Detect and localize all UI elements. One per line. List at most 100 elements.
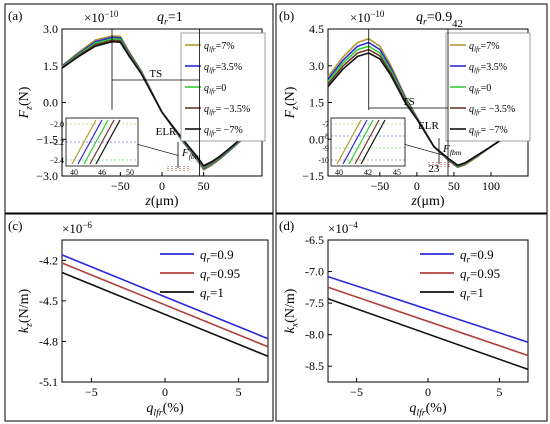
inset-y-tick-label: -8 bbox=[322, 132, 329, 141]
y-tick-label: 0.0 bbox=[309, 132, 324, 146]
y-tick-label: 3.0 bbox=[309, 59, 324, 73]
callout-bottom: 23 bbox=[428, 163, 440, 175]
y-tick-label: -8.0 bbox=[305, 328, 324, 342]
series-line bbox=[61, 271, 269, 358]
inset-y-tick-label: -10 bbox=[318, 156, 329, 165]
x-tick-label: −50 bbox=[111, 179, 130, 193]
legend-entry: qlfr=3.5% bbox=[204, 62, 242, 75]
legend-entry: qlfr=0 bbox=[469, 83, 491, 96]
y-tick-label: -8.5 bbox=[305, 359, 324, 373]
legend-entry: qr=1 bbox=[200, 285, 224, 302]
exponent-label: ×10−4 bbox=[328, 220, 358, 236]
panel-label: (d) bbox=[279, 218, 294, 233]
exponent-label: ×10−10 bbox=[350, 9, 385, 25]
inset-x-tick-label: 40 bbox=[335, 168, 343, 177]
x-tick-label: 5 bbox=[236, 385, 242, 399]
panel-a: −50 0 50 −3.0 −1.5 0.0 1.5 3.0 (a) ×10−10 qr=1 z(μm… bbox=[4, 3, 274, 214]
elr-label: ELR bbox=[156, 126, 177, 138]
exponent-label: ×10−6 bbox=[62, 220, 92, 236]
x-axis-label: z(μm) bbox=[144, 194, 179, 209]
panel-label: (c) bbox=[8, 218, 22, 233]
inset-pointer bbox=[137, 144, 179, 156]
inset-y-tick-label: −2.2 bbox=[49, 138, 64, 147]
inset-curve bbox=[342, 119, 368, 165]
panel-title: qr=0.9 bbox=[416, 10, 452, 28]
fbm-label: Ffbm bbox=[442, 143, 462, 157]
x-tick-label: −5 bbox=[85, 385, 98, 399]
inset-x-tick-label: 46 bbox=[98, 168, 106, 177]
y-axis-label: kx(N/m) bbox=[283, 288, 301, 333]
ts-label: TS bbox=[149, 68, 162, 80]
y-tick-label: -6.5 bbox=[305, 233, 324, 247]
y-tick-label: -7.0 bbox=[305, 265, 324, 279]
legend-entry: qlfr=7% bbox=[204, 41, 235, 54]
series-line bbox=[327, 275, 529, 343]
x-tick-label: 0 bbox=[162, 385, 168, 399]
x-tick-label: 0 bbox=[159, 179, 165, 193]
legend-entry: qlfr= −7% bbox=[469, 125, 508, 138]
inset: 40 42 45 -7 -8 -9 -10 bbox=[318, 117, 445, 177]
inset-y-tick-label: −2.4 bbox=[49, 156, 64, 165]
x-axis-label: z(μm) bbox=[410, 194, 445, 209]
inset-curve bbox=[71, 119, 97, 165]
panel-label: (b) bbox=[279, 8, 294, 23]
legend-entry: qlfr= −3.5% bbox=[469, 104, 515, 117]
y-tick-label: -4.2 bbox=[39, 253, 58, 267]
x-axis-label: qlfr(%) bbox=[409, 401, 447, 419]
panel-label: (a) bbox=[8, 8, 22, 23]
legend-entry: qr=0.95 bbox=[460, 266, 500, 283]
inset-curve bbox=[83, 119, 109, 165]
plot-frame bbox=[61, 239, 269, 383]
legend-entry: qr=0.9 bbox=[200, 247, 234, 264]
x-tick-label: 0 bbox=[425, 385, 431, 399]
y-tick-label: 3.0 bbox=[43, 22, 58, 36]
x-tick-label: 100 bbox=[482, 179, 500, 193]
x-tick-label: −50 bbox=[370, 179, 389, 193]
legend-entry: qlfr=0 bbox=[204, 83, 226, 96]
inset-pointer bbox=[404, 144, 445, 156]
panel-d: −5 0 5 -6.5 -7.0 -7.5 -8.0 -8.5 (d) ×10−4 qlfr(%) k… bbox=[275, 213, 548, 422]
inset: 40 46 50 −2.0 −2.2 −2.4 bbox=[49, 117, 179, 177]
y-tick-label: 1.5 bbox=[309, 96, 324, 110]
inset-y-tick-label: -7 bbox=[322, 120, 329, 129]
series-line bbox=[61, 262, 269, 348]
legend-entry: qlfr=7% bbox=[469, 41, 500, 54]
series-line bbox=[61, 40, 263, 167]
legend-entry: qlfr= −7% bbox=[204, 125, 243, 138]
inset-curve bbox=[336, 119, 362, 165]
panel-border bbox=[275, 3, 548, 214]
y-tick-label: −1.5 bbox=[36, 132, 58, 146]
series-line bbox=[61, 254, 269, 340]
x-axis-label: qlfr(%) bbox=[146, 401, 184, 419]
y-axis-label: kz(N/m) bbox=[17, 289, 35, 334]
legend-entry: qlfr=3.5% bbox=[469, 62, 507, 75]
y-tick-label: -7.5 bbox=[305, 296, 324, 310]
panel-c: −5 0 5 -4.2 -4.5 -4.8 -5.1 (c) ×10−6 qlfr(%) kz(N/… bbox=[4, 213, 274, 422]
callout-top: 42 bbox=[452, 18, 463, 30]
inset-curve bbox=[95, 119, 121, 165]
y-tick-label: 1.5 bbox=[43, 59, 58, 73]
panel-b: −50 0 50 100 −1.5 0.0 1.5 3.0 4.5 (b) ×10−10 qr=0.9… bbox=[275, 3, 548, 214]
y-tick-label: -4.8 bbox=[39, 334, 58, 348]
inset-x-tick-label: 40 bbox=[70, 168, 78, 177]
x-tick-label: 0 bbox=[414, 179, 420, 193]
elr-label: ELR bbox=[418, 120, 439, 132]
y-tick-label: −1.5 bbox=[302, 169, 324, 183]
inset-x-tick-label: 45 bbox=[393, 168, 401, 177]
x-tick-label: −5 bbox=[350, 385, 363, 399]
series-line bbox=[327, 297, 529, 371]
x-tick-label: 50 bbox=[448, 179, 460, 193]
series-line bbox=[327, 52, 529, 166]
legend-entry: qr=0.95 bbox=[200, 266, 240, 283]
inset-y-tick-label: −2.0 bbox=[49, 120, 64, 129]
legend-entry: qr=0.9 bbox=[460, 247, 494, 264]
y-tick-label: -4.5 bbox=[39, 294, 58, 308]
x-tick-label: 50 bbox=[198, 179, 210, 193]
y-axis-label: Fz(N) bbox=[283, 86, 301, 119]
inset-curve bbox=[360, 119, 386, 165]
inset-frame bbox=[330, 117, 406, 167]
inset-curve bbox=[77, 119, 103, 165]
panel-border bbox=[4, 3, 274, 214]
y-tick-label: −3.0 bbox=[36, 169, 58, 183]
